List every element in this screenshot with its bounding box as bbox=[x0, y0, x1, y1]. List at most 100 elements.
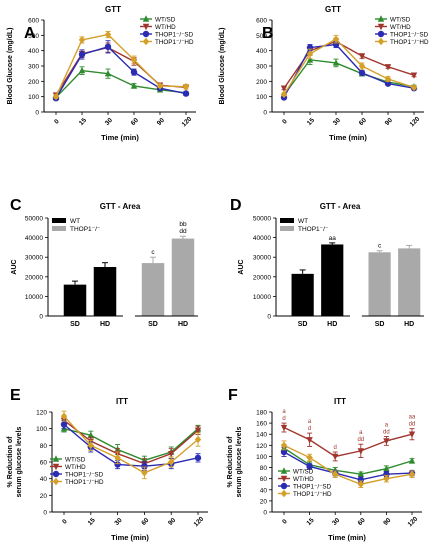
data-point bbox=[306, 453, 313, 462]
data-point bbox=[194, 427, 202, 435]
y-tick-label: 140 bbox=[256, 432, 267, 439]
x-tick-label: 120 bbox=[193, 515, 206, 528]
y-tick-label: 0 bbox=[43, 510, 47, 517]
data-point bbox=[383, 471, 390, 478]
y-tick-label: 300 bbox=[28, 64, 39, 71]
y-axis-label: AUC bbox=[238, 259, 245, 274]
series-line bbox=[283, 38, 415, 95]
data-point bbox=[384, 75, 392, 83]
legend-label: WT/HD bbox=[155, 24, 176, 31]
category-label: SD bbox=[70, 321, 80, 328]
data-point bbox=[332, 59, 340, 66]
y-tick-label: 500 bbox=[28, 33, 39, 40]
significance-label: dd bbox=[409, 422, 416, 428]
y-tick-label: 30000 bbox=[25, 255, 43, 262]
legend-marker bbox=[52, 455, 60, 462]
x-tick-label: 120 bbox=[409, 115, 422, 128]
data-point bbox=[383, 464, 390, 472]
legend-marker bbox=[52, 477, 60, 486]
legend-label: WT/SD bbox=[293, 468, 314, 475]
y-tick-label: 20000 bbox=[25, 274, 43, 281]
panel-e: E ITT 0 20 40 60 80 100 120 % Reduction of serum g… bbox=[7, 387, 208, 542]
y-axis-label: serum glucose levels bbox=[236, 426, 243, 497]
legend-swatch bbox=[52, 218, 66, 223]
legend-swatch bbox=[52, 226, 66, 231]
legend-swatch bbox=[280, 226, 294, 231]
y-tick-label: 20000 bbox=[253, 274, 271, 281]
bar bbox=[63, 284, 87, 316]
data-point bbox=[357, 480, 364, 488]
x-tick-label: 15 bbox=[306, 517, 316, 527]
significance-label: a bbox=[385, 422, 389, 428]
y-tick-label: 300 bbox=[256, 64, 267, 71]
data-point bbox=[306, 437, 313, 444]
data-point bbox=[87, 431, 94, 439]
y-tick-label: 180 bbox=[256, 410, 267, 417]
legend-marker bbox=[52, 470, 60, 478]
y-tick-label: 100 bbox=[256, 94, 267, 101]
category-label: SD bbox=[375, 321, 385, 328]
x-tick-label: 60 bbox=[358, 117, 368, 127]
category-label: HD bbox=[100, 321, 110, 328]
data-point bbox=[87, 441, 94, 450]
legend-label: THOP1⁻/⁻SD bbox=[65, 471, 104, 478]
x-tick-label: 60 bbox=[140, 517, 150, 527]
series-line bbox=[63, 419, 199, 465]
x-tick-label: 0 bbox=[281, 518, 289, 526]
legend-label: THOP1⁻/⁻SD bbox=[155, 31, 194, 38]
series-line bbox=[283, 447, 413, 475]
data-point bbox=[332, 35, 340, 43]
x-tick-label: 15 bbox=[87, 517, 97, 527]
y-tick-label: 600 bbox=[256, 18, 267, 25]
data-point bbox=[104, 69, 112, 77]
legend-marker bbox=[142, 37, 150, 46]
data-point bbox=[280, 90, 288, 99]
data-point bbox=[104, 30, 112, 39]
data-point bbox=[358, 62, 366, 70]
panel-letter: E bbox=[10, 387, 21, 404]
legend-label: THOP1⁻/⁻ bbox=[298, 226, 329, 233]
y-tick-label: 50000 bbox=[253, 216, 271, 223]
y-tick-label: 80 bbox=[40, 443, 48, 450]
data-point bbox=[384, 80, 392, 87]
y-tick-label: 100 bbox=[256, 454, 267, 461]
y-tick-label: 400 bbox=[28, 48, 39, 55]
y-tick-label: 10000 bbox=[25, 294, 43, 301]
data-point bbox=[168, 450, 175, 458]
x-tick-label: 30 bbox=[332, 117, 342, 127]
data-point bbox=[306, 463, 313, 470]
data-point bbox=[78, 66, 86, 74]
data-point bbox=[78, 51, 86, 58]
series-line bbox=[283, 43, 415, 98]
data-point bbox=[78, 36, 86, 44]
y-axis-label: serum glucose levels bbox=[16, 426, 23, 497]
legend-swatch bbox=[280, 218, 294, 223]
x-tick-label: 0 bbox=[53, 118, 61, 126]
data-point bbox=[194, 435, 202, 444]
data-point bbox=[332, 470, 339, 478]
category-label: HD bbox=[327, 321, 337, 328]
y-tick-label: 200 bbox=[256, 79, 267, 86]
legend-label: WT/HD bbox=[390, 24, 411, 31]
x-tick-label: 30 bbox=[114, 517, 124, 527]
data-point bbox=[280, 448, 288, 456]
significance-label: dd bbox=[357, 437, 364, 443]
x-axis-label: Time (min) bbox=[328, 533, 366, 542]
legend-label: THOP1⁻/⁻HD bbox=[65, 479, 104, 486]
data-point bbox=[60, 421, 68, 428]
data-point bbox=[410, 72, 418, 79]
bar bbox=[291, 273, 314, 316]
series-line bbox=[283, 59, 415, 96]
y-tick-label: 200 bbox=[28, 79, 39, 86]
y-tick-label: 120 bbox=[36, 410, 47, 417]
y-axis-label: Blood Glucose (mg/dL) bbox=[7, 28, 14, 105]
category-label: SD bbox=[298, 321, 308, 328]
data-point bbox=[280, 424, 288, 432]
series-line bbox=[55, 46, 187, 99]
legend-marker bbox=[280, 475, 288, 483]
